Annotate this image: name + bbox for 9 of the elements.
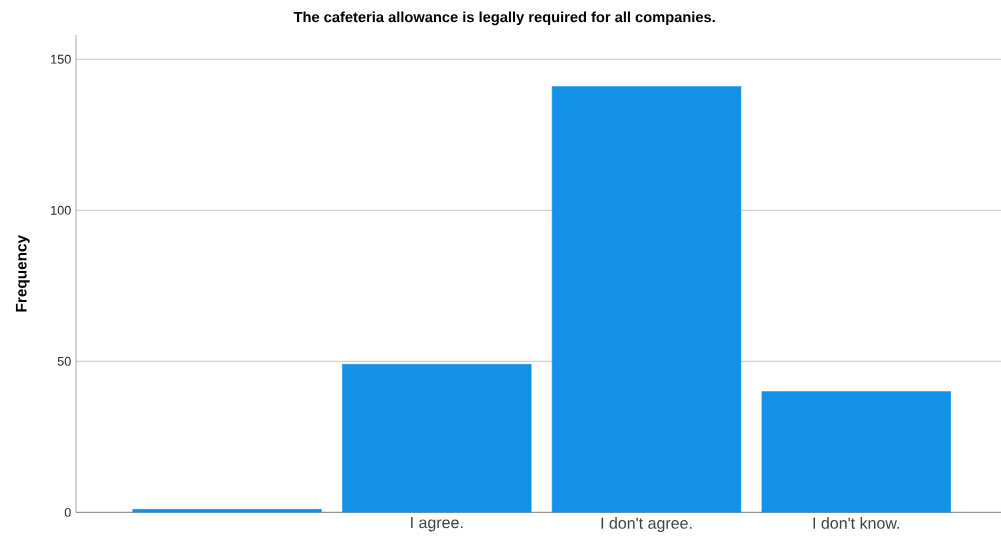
x-tick-label: I don't agree. [601,517,692,533]
y-tick-label: 50 [57,356,71,366]
y-tick-label: 150 [51,54,71,64]
y-tick-label: 100 [51,205,71,215]
x-tick-label: I agree. [411,517,463,532]
y-tick-label: 0 [64,507,71,517]
y-axis-title: Frequency [15,235,30,312]
x-tick-label: I don't know. [813,517,900,529]
chart-title: The cafeteria allowance is legally required for all companies. [293,11,715,26]
